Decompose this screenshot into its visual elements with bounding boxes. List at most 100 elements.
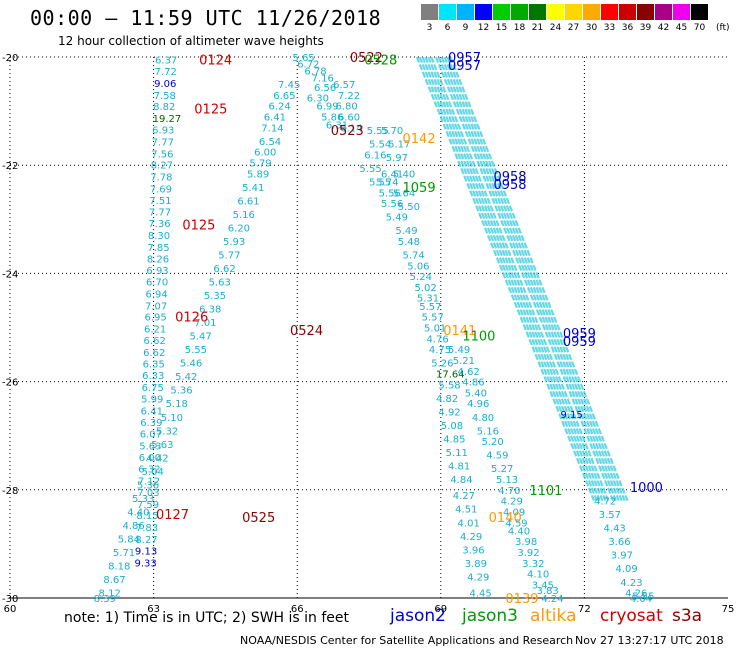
swh-value-label: 6.95 [145, 313, 167, 324]
y-tick-label: -28 [2, 486, 18, 497]
chart-subtitle: 12 hour collection of altimeter wave hei… [58, 34, 324, 48]
y-tick-label: -24 [2, 269, 18, 280]
swh-value-label: 4.04 [630, 594, 652, 605]
swh-value-label: 5.47 [190, 332, 212, 343]
swh-value-label: 4.75 [429, 345, 451, 356]
swh-value-label: 5.04 [142, 467, 164, 478]
pass-time-label: 0957 [448, 51, 481, 66]
swh-value-label: 6.37 [155, 56, 177, 67]
color-swatch [619, 4, 636, 20]
x-tick-label: 75 [722, 604, 735, 615]
swh-value-label: 6.57 [333, 80, 355, 91]
swh-value-label: 5.21 [453, 356, 475, 367]
swh-value-label: 8.30 [148, 231, 170, 242]
swh-value-label: 6.99 [316, 102, 338, 113]
swh-value-label: 6.21 [144, 325, 166, 336]
swh-value-label: 5.17 [388, 140, 410, 151]
color-swatch-label: 70 [693, 23, 706, 33]
swh-value-label: 9.33 [134, 558, 156, 569]
swh-value-label: 6.75 [142, 383, 164, 394]
swh-value-label: 9.15 [560, 410, 582, 421]
pass-time-label: 0528 [364, 54, 397, 69]
swh-value-label: 8.67 [103, 575, 125, 586]
swh-value-label: 4.84 [450, 475, 472, 486]
swh-value-label: 3.97 [611, 551, 633, 562]
swh-value-label: 3.32 [522, 559, 544, 570]
swh-value-label: 6.00 [254, 148, 276, 159]
swh-value-label: 4.43 [604, 524, 626, 535]
legend-s3a: s3a [672, 606, 703, 626]
swh-value-label: 6.20 [228, 223, 250, 234]
swh-value-label: 4.09 [616, 564, 638, 575]
swh-value-label: 5.42 [175, 372, 197, 383]
swh-value-label: 4.86 [122, 521, 144, 532]
swh-value-label: 5.99 [141, 394, 163, 405]
pass-time-label: 1000 [630, 481, 663, 496]
pass-time-label: 0958 [493, 170, 526, 185]
swh-value-label: 7.12 [138, 477, 160, 488]
color-swatch-label: 18 [513, 23, 526, 33]
pass-time-labels: 0124 0125 0125 0126 0127 0522 0523 0524 0525 0142… [156, 51, 663, 607]
swh-value-label: 5.46 [180, 359, 202, 370]
swh-value-label: 5.55 [369, 177, 391, 188]
swh-value-label: 5.54 [369, 140, 391, 151]
swh-value-label: 5.16 [477, 426, 499, 437]
legend-cryosat: cryosat [600, 606, 663, 626]
swh-value-label: 6.32 [138, 465, 160, 476]
legend-altika: altika [530, 606, 577, 626]
swh-value-label: 5.40 [393, 169, 415, 180]
swh-value-label: 4.76 [426, 334, 448, 345]
pass-time-label: 1100 [462, 330, 495, 345]
swh-value-label: 7.56 [151, 149, 173, 160]
pass-time-label: 0139 [505, 592, 538, 607]
pass-time-label: 0140 [489, 511, 522, 526]
swh-value-label: 6.61 [237, 196, 259, 207]
swh-value-label: 5.33 [132, 494, 154, 505]
legend-jason3: jason3 [462, 606, 518, 626]
swh-value-label: 7.16 [312, 74, 334, 85]
pass-time-label: 0126 [175, 311, 208, 326]
x-tick-label: 63 [147, 604, 160, 615]
y-tick-label: -26 [2, 378, 18, 389]
swh-value-label: 7.45 [278, 80, 300, 91]
swh-value-label: 6.54 [259, 137, 281, 148]
swh-value-label: 7.69 [150, 184, 172, 195]
color-swatch-label: 36 [621, 23, 634, 33]
color-swatch-label: 42 [657, 23, 670, 33]
swh-value-label: 4.40 [127, 507, 149, 518]
swh-value-label: 8.12 [99, 589, 121, 600]
color-swatch-label: 21 [531, 23, 544, 33]
swh-value-label: 6.38 [199, 305, 221, 316]
color-swatch-label: 45 [675, 23, 688, 33]
swh-value-label: 5.35 [204, 291, 226, 302]
swh-value-label: 5.84 [118, 534, 140, 545]
swh-value-label: 4.59 [505, 518, 527, 529]
swh-value-label: 3.66 [608, 537, 630, 548]
swh-value-label: 6.62 [213, 264, 235, 275]
swh-value-label: 5.63 [209, 278, 231, 289]
swh-value-label: 4.29 [460, 532, 482, 543]
swh-value-label: 5.24 [410, 272, 432, 283]
satellite-track-line [446, 56, 626, 502]
swh-value-label: 5.41 [242, 183, 264, 194]
swh-value-label: 7.07 [145, 301, 167, 312]
swh-value-label: 3.96 [462, 545, 484, 556]
swh-value-label: 5.63 [151, 440, 173, 451]
pass-time-label: 0957 [448, 59, 481, 74]
swh-value-label: 4.96 [467, 399, 489, 410]
swh-value-label: 5.01 [424, 324, 446, 335]
swh-value-label: 6.62 [144, 336, 166, 347]
swh-value-label: 6.31 [326, 121, 348, 132]
swh-value-label: 7.85 [147, 243, 169, 254]
swh-value-label: 7.72 [155, 67, 177, 78]
color-swatch [601, 4, 618, 20]
swh-value-label: 5.71 [113, 548, 135, 559]
swh-value-label: 5.70 [381, 126, 403, 137]
satellite-track-line [440, 56, 620, 502]
color-swatch [637, 4, 654, 20]
swh-value-label: 5.97 [386, 153, 408, 164]
chart-title: 00:00 – 11:59 UTC 11/26/2018 [30, 6, 382, 30]
swh-value-label: 9.06 [154, 79, 176, 90]
swh-value-label: 5.49 [386, 213, 408, 224]
swh-value-label: 5.48 [398, 237, 420, 248]
